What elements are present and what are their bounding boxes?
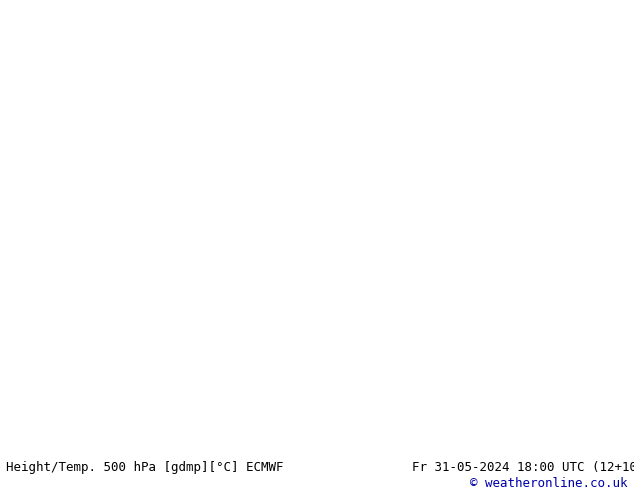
- Text: © weatheronline.co.uk: © weatheronline.co.uk: [470, 477, 628, 490]
- Text: Height/Temp. 500 hPa [gdmp][°C] ECMWF: Height/Temp. 500 hPa [gdmp][°C] ECMWF: [6, 461, 284, 474]
- Text: Fr 31-05-2024 18:00 UTC (12+102): Fr 31-05-2024 18:00 UTC (12+102): [412, 461, 634, 474]
